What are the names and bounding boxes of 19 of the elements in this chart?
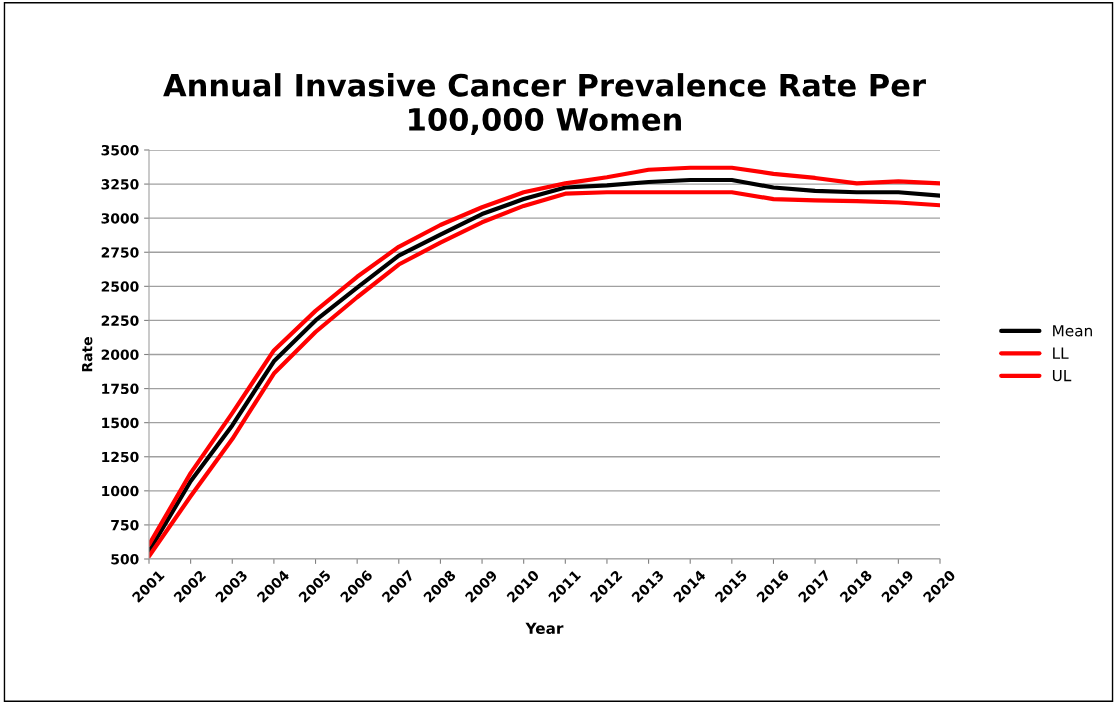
y-tick-label: 3000 bbox=[101, 213, 139, 224]
y-tick-label: 2250 bbox=[101, 315, 139, 326]
x-axis-title: Year bbox=[525, 622, 564, 635]
y-tick-label: 2500 bbox=[101, 281, 139, 292]
y-tick-label: 3500 bbox=[101, 144, 139, 156]
y-tick-label: 500 bbox=[111, 553, 139, 565]
legend-label: Mean bbox=[1053, 325, 1092, 337]
y-tick-label: 2000 bbox=[101, 349, 139, 360]
y-tick-label: 1250 bbox=[102, 451, 139, 463]
y-axis-title: Rate bbox=[82, 337, 93, 372]
y-tick-label: 750 bbox=[111, 519, 139, 531]
y-tick-label: 1750 bbox=[102, 383, 139, 395]
legend-label: UL bbox=[1052, 370, 1072, 382]
y-tick-label: 1000 bbox=[102, 485, 139, 497]
y-tick-label: 2750 bbox=[101, 247, 139, 258]
chart-title: Annual Invasive Cancer Prevalence Rate Per 100,000 Women bbox=[163, 73, 926, 135]
y-tick-label: 1500 bbox=[102, 417, 139, 429]
legend-label: LL bbox=[1053, 347, 1069, 359]
y-tick-label: 3250 bbox=[101, 179, 139, 190]
